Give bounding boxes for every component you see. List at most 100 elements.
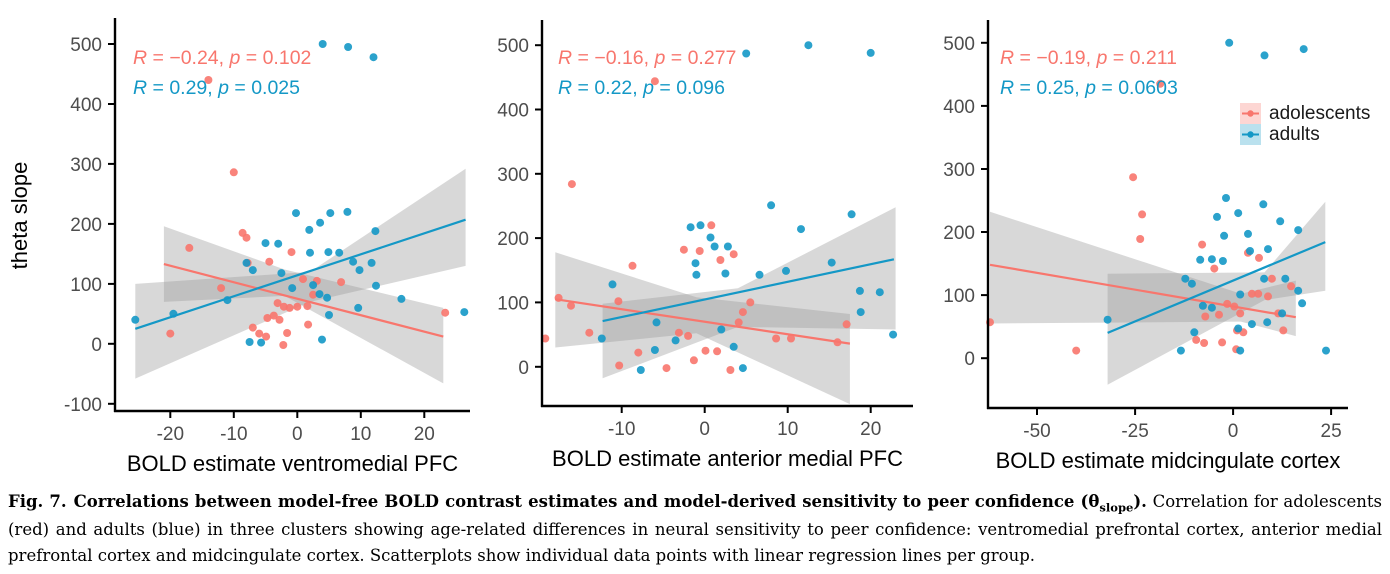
data-point bbox=[335, 248, 344, 257]
y-tick-label: 500 bbox=[497, 36, 529, 57]
data-point bbox=[729, 342, 738, 351]
y-tick-label: 0 bbox=[91, 335, 102, 356]
data-point bbox=[269, 311, 278, 320]
data-point bbox=[1244, 229, 1252, 238]
data-point bbox=[1260, 51, 1269, 60]
legend-item-adolescents: adolescents bbox=[1240, 103, 1370, 124]
data-point bbox=[397, 294, 406, 303]
y-tick-label: 500 bbox=[70, 35, 102, 56]
data-point bbox=[1218, 257, 1227, 265]
y-tick-label: 300 bbox=[70, 155, 102, 176]
data-point bbox=[261, 239, 270, 248]
data-point bbox=[671, 336, 680, 345]
x-tick-label: 25 bbox=[1321, 421, 1342, 442]
caption-label: Fig. 7. bbox=[8, 492, 67, 511]
data-point bbox=[717, 325, 726, 334]
data-point bbox=[695, 247, 704, 255]
data-point bbox=[684, 331, 693, 340]
data-point bbox=[273, 299, 282, 308]
data-point bbox=[1246, 247, 1254, 255]
data-point bbox=[1190, 328, 1199, 337]
data-point bbox=[1072, 346, 1081, 355]
data-point bbox=[1254, 289, 1263, 298]
data-point bbox=[1234, 324, 1243, 333]
data-point bbox=[628, 261, 637, 270]
data-point bbox=[1299, 45, 1308, 54]
data-point bbox=[804, 41, 813, 50]
data-point bbox=[355, 266, 364, 275]
y-tick-label: 100 bbox=[943, 286, 975, 307]
data-point bbox=[292, 209, 300, 218]
data-point bbox=[726, 366, 735, 374]
data-point bbox=[277, 269, 286, 278]
data-point bbox=[1294, 286, 1303, 295]
data-point bbox=[650, 77, 659, 86]
data-point bbox=[245, 338, 254, 346]
data-point bbox=[303, 302, 312, 311]
data-point bbox=[723, 242, 732, 251]
data-point bbox=[306, 248, 314, 257]
caption-body: Correlation for adolescents (red) and ad… bbox=[8, 492, 1383, 565]
data-point bbox=[257, 338, 266, 347]
x-tick-label: -25 bbox=[1121, 421, 1148, 442]
data-point bbox=[597, 334, 606, 343]
scatterplot-midcingulate-cortex: -50 -25 0 25 0 100 200 300 400 500 BOLD estimate m… bbox=[943, 20, 1348, 473]
data-point bbox=[1215, 310, 1223, 319]
data-point bbox=[1255, 253, 1263, 262]
data-point bbox=[318, 40, 327, 48]
data-point bbox=[541, 334, 550, 343]
legend-key-adults-icon bbox=[1240, 124, 1261, 145]
data-point bbox=[755, 270, 764, 279]
data-point bbox=[833, 338, 842, 347]
data-point bbox=[742, 49, 751, 58]
data-point bbox=[1207, 255, 1216, 264]
data-point bbox=[691, 259, 700, 268]
y-tick-label: 500 bbox=[943, 34, 975, 55]
x-axis-title: BOLD estimate anterior medial PFC bbox=[552, 446, 903, 471]
regression-line-adolescents bbox=[989, 263, 1296, 319]
data-point bbox=[662, 364, 671, 373]
data-point bbox=[283, 329, 292, 337]
data-point bbox=[1187, 279, 1196, 288]
data-point bbox=[856, 308, 865, 317]
regression-line-adults bbox=[602, 258, 895, 323]
y-tick-label: 400 bbox=[70, 95, 102, 116]
points-adults bbox=[131, 40, 469, 347]
legend: adolescents adults bbox=[1240, 103, 1370, 145]
data-point bbox=[772, 334, 781, 343]
data-point bbox=[554, 293, 563, 302]
data-point bbox=[242, 233, 251, 242]
data-point bbox=[713, 347, 722, 356]
correlation-annotation: R = 0.22, p = 0.096 bbox=[558, 77, 725, 99]
data-point bbox=[1176, 346, 1185, 355]
data-point bbox=[889, 330, 898, 339]
y-tick-label: 200 bbox=[70, 215, 102, 236]
y-tick-label: 200 bbox=[943, 223, 975, 244]
y-tick-label: 100 bbox=[497, 293, 529, 314]
data-point bbox=[614, 297, 623, 306]
data-point bbox=[255, 329, 264, 338]
data-point bbox=[696, 221, 705, 230]
y-tick-label: 300 bbox=[497, 165, 529, 186]
data-point bbox=[223, 296, 232, 305]
data-point bbox=[1198, 301, 1207, 310]
data-point bbox=[1260, 274, 1269, 283]
data-point bbox=[716, 256, 725, 264]
data-point bbox=[608, 280, 617, 289]
data-point bbox=[1200, 339, 1209, 347]
points-adults bbox=[597, 41, 898, 374]
data-point bbox=[706, 233, 715, 242]
data-point bbox=[567, 301, 575, 310]
correlation-annotation: R = −0.24, p = 0.102 bbox=[133, 47, 311, 69]
data-point bbox=[782, 266, 790, 275]
regression-line-adults bbox=[134, 218, 466, 330]
points-adolescents bbox=[986, 79, 1296, 355]
regression-line-adolescents bbox=[163, 263, 444, 338]
y-tick-label: 0 bbox=[964, 349, 975, 370]
data-point bbox=[1198, 240, 1207, 249]
data-point bbox=[1234, 209, 1243, 218]
data-point bbox=[636, 366, 645, 374]
data-point bbox=[1236, 309, 1245, 318]
